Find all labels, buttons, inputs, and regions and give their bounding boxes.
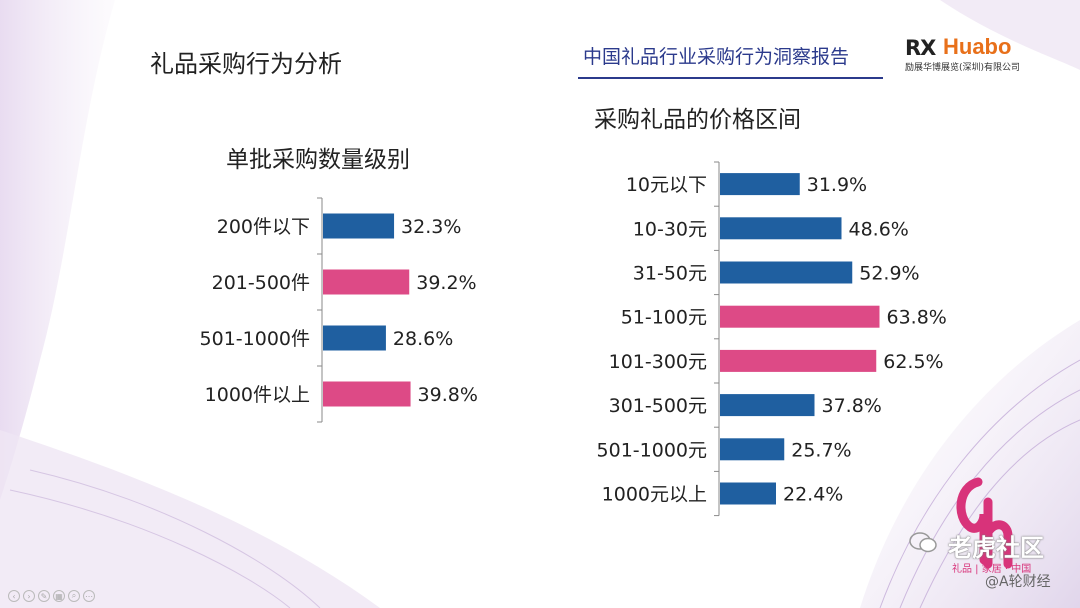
prev-slide-icon[interactable]: ‹	[8, 590, 20, 602]
data-label: 48.6%	[849, 218, 909, 240]
category-tick-label: 1000元以上	[602, 484, 707, 506]
bar	[720, 217, 842, 240]
category-tick-label: 501-1000元	[597, 439, 707, 461]
logo-subtitle: 励展华博展览(深圳)有限公司	[905, 63, 1021, 73]
category-tick-label: 51-100元	[621, 307, 707, 329]
bar	[720, 305, 880, 328]
category-tick-label: 10-30元	[633, 218, 707, 240]
bar	[323, 213, 395, 239]
data-label: 25.7%	[791, 439, 851, 461]
data-label: 31.9%	[807, 174, 867, 196]
category-tick-label: 101-300元	[609, 351, 707, 373]
bar	[323, 269, 410, 295]
data-label: 63.8%	[887, 307, 947, 329]
wechat-icon	[909, 532, 937, 553]
data-label: 37.8%	[822, 395, 882, 417]
data-label: 62.5%	[883, 351, 943, 373]
category-tick-label: 201-500件	[212, 272, 310, 294]
category-tick-label: 501-1000件	[200, 328, 310, 350]
category-tick-label: 31-50元	[633, 263, 707, 285]
report-title: 中国礼品行业采购行为洞察报告	[583, 46, 850, 68]
bar	[720, 394, 815, 417]
category-tick-label: 200件以下	[217, 216, 310, 238]
slides-grid-icon[interactable]: ▦	[53, 590, 65, 602]
more-options-icon[interactable]: ⋯	[83, 590, 95, 602]
bar	[720, 482, 776, 505]
source-watermark: @A轮财经	[985, 574, 1051, 590]
huabo-logo: RX Huabo 励展华博展览(深圳)有限公司	[905, 34, 1035, 76]
page-title: 礼品采购行为分析	[150, 50, 342, 78]
data-label: 32.3%	[401, 216, 461, 238]
next-slide-icon[interactable]: ›	[23, 590, 35, 602]
gh-logo	[956, 477, 1013, 569]
data-label: 52.9%	[859, 263, 919, 285]
gh-logo-tagline: 礼品 | 家居 · 中国	[952, 564, 1032, 575]
category-tick-label: 1000件以上	[205, 384, 310, 406]
bar	[323, 325, 386, 351]
bar	[720, 438, 785, 461]
bar	[323, 381, 411, 407]
data-label: 22.4%	[783, 484, 843, 506]
bar	[720, 261, 853, 284]
bar	[720, 349, 877, 372]
chart-title-price: 采购礼品的价格区间	[594, 107, 801, 133]
data-label: 39.8%	[418, 384, 478, 406]
logo-mark: RX	[905, 36, 936, 60]
data-label: 28.6%	[393, 328, 453, 350]
chart-title-quantity: 单批采购数量级别	[226, 147, 410, 173]
slide-toolbar: ‹ › ✎ ▦ ⌕ ⋯	[8, 590, 95, 604]
logo-name: Huabo	[943, 34, 1012, 59]
data-label: 39.2%	[416, 272, 476, 294]
header-divider	[578, 77, 883, 79]
category-tick-label: 301-500元	[609, 395, 707, 417]
pen-icon[interactable]: ✎	[38, 590, 50, 602]
zoom-icon[interactable]: ⌕	[68, 590, 80, 602]
watermark-text: 老虎社区	[948, 534, 1044, 562]
bar	[720, 173, 800, 196]
category-tick-label: 10元以下	[626, 174, 707, 196]
